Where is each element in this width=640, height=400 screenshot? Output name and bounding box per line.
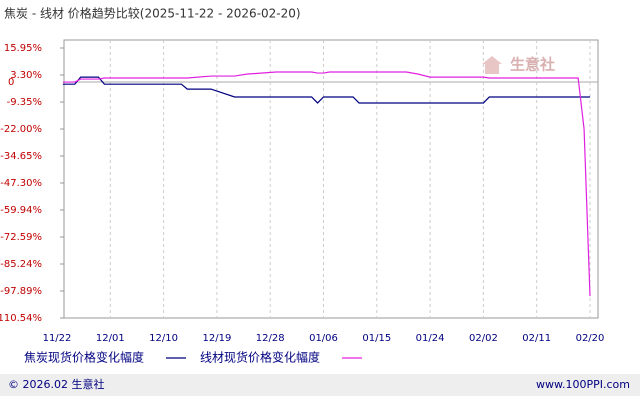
y-tick-label: 3.30% [10, 70, 42, 81]
plot-frame [63, 39, 599, 319]
watermark: 生意社 [510, 56, 555, 74]
footer-right: www.100PPI.com [536, 378, 630, 391]
y-tick-label: -34.65% [0, 151, 42, 162]
logo: 生意社 [482, 56, 555, 74]
legend-label: 焦炭现货价格变化幅度 [24, 350, 144, 365]
y-tick-label: -9.35% [7, 97, 42, 108]
y-tick-label: -85.24% [0, 259, 42, 270]
legend-label: 线材现货价格变化幅度 [200, 350, 320, 365]
y-tick-label: -110.54% [0, 313, 42, 324]
series-line [62, 71, 591, 297]
x-tick-label: 02/11 [522, 333, 551, 344]
x-tick-label: 12/10 [149, 333, 178, 344]
y-tick-label: -22.00% [0, 124, 42, 135]
y-tick-label: -47.30% [0, 178, 42, 189]
x-tick-label: 01/06 [309, 333, 338, 344]
x-tick-label: 02/20 [576, 333, 605, 344]
y-tick-label: 0 [8, 77, 14, 88]
x-tick-label: 01/15 [362, 333, 391, 344]
x-tick-label: 01/24 [416, 333, 445, 344]
y-tick-label: 15.95% [4, 43, 42, 54]
footer-left: © 2026.02 生意社 [8, 377, 104, 391]
y-tick-label: -72.59% [0, 232, 42, 243]
series-line [62, 76, 590, 104]
x-tick-label: 12/28 [256, 333, 285, 344]
x-tick-label: 12/19 [202, 333, 231, 344]
y-tick-label: -97.89% [0, 286, 42, 297]
x-tick-label: 12/01 [96, 333, 125, 344]
y-tick-label: -59.94% [0, 205, 42, 216]
footer-bar [0, 374, 640, 396]
x-tick-label: 11/22 [43, 333, 72, 344]
chart-title: 焦炭 - 线材 价格趋势比较(2025-11-22 - 2026-02-20) [4, 6, 301, 21]
x-tick-label: 02/02 [469, 333, 498, 344]
